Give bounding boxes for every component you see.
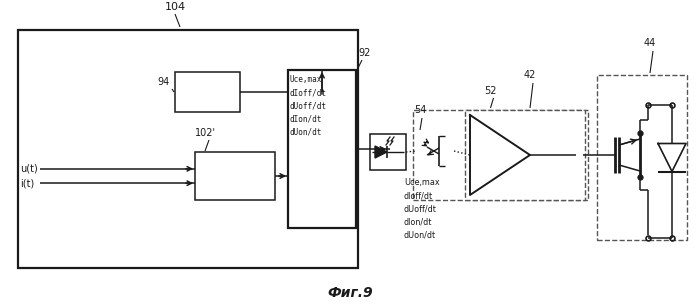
Bar [465, 110, 585, 200]
Bar [18, 30, 358, 268]
Text: 44: 44 [644, 38, 656, 48]
Text: 104: 104 [165, 2, 186, 12]
Polygon shape [375, 146, 387, 158]
Text: 94: 94 [158, 77, 170, 87]
Bar [175, 72, 240, 112]
Text: 92: 92 [358, 48, 371, 58]
Text: Uce,max
dIoff/dt
dUoff/dt
dIon/dt
dUon/dt: Uce,max dIoff/dt dUoff/dt dIon/dt dUon/d… [290, 75, 327, 137]
Text: Фиг.9: Фиг.9 [327, 286, 373, 300]
Text: u(t): u(t) [20, 164, 38, 174]
Text: i(t): i(t) [20, 178, 34, 188]
Text: 52: 52 [484, 86, 497, 96]
Bar [416, 132, 454, 170]
Bar [597, 75, 687, 240]
Text: 42: 42 [524, 70, 536, 80]
Text: 102': 102' [195, 128, 216, 138]
Bar [370, 134, 406, 170]
Bar [288, 70, 356, 228]
Text: 54: 54 [414, 105, 426, 115]
Text: Uce,max
dIoff/dt
dUoff/dt
dIon/dt
dUon/dt: Uce,max dIoff/dt dUoff/dt dIon/dt dUon/d… [404, 178, 440, 240]
Bar [413, 110, 588, 200]
Bar [195, 152, 275, 200]
